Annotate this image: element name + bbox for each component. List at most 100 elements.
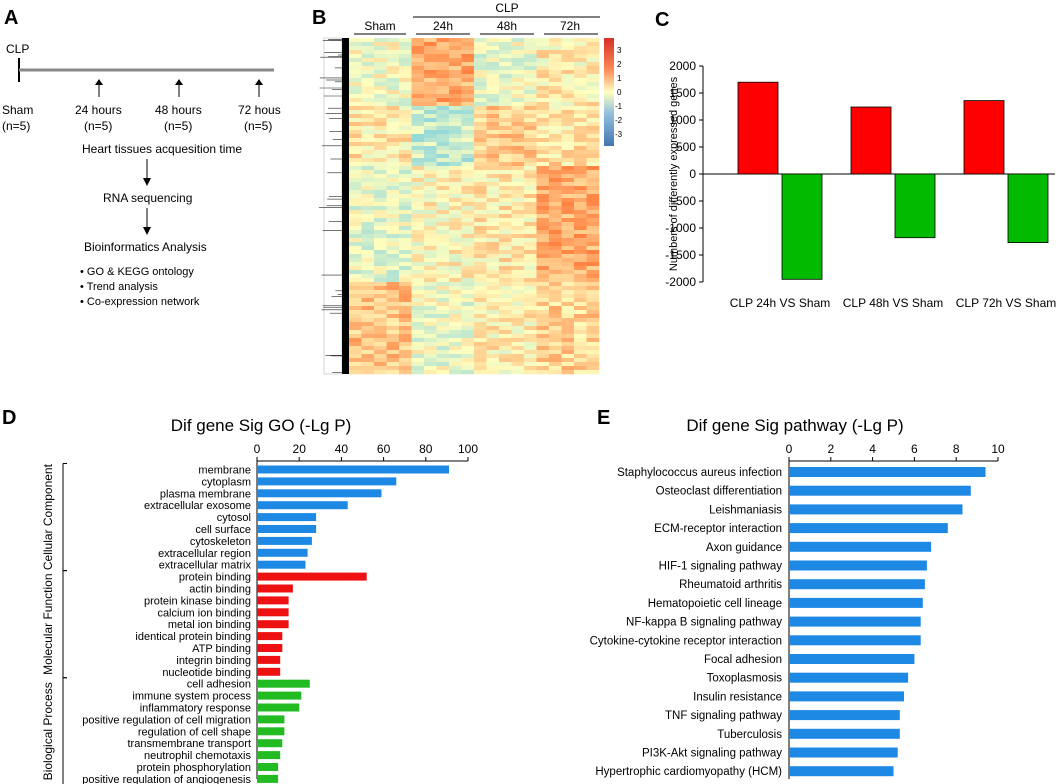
- heatmap-cell: [561, 86, 575, 91]
- heatmap-cell: [424, 266, 437, 271]
- x-tick-label: 0: [254, 442, 261, 456]
- heatmap-cell: [549, 202, 562, 207]
- x-tick-label: 8: [953, 442, 960, 456]
- heatmap-cell: [561, 98, 575, 103]
- heatmap-cell: [524, 254, 537, 259]
- heatmap-cell: [561, 118, 575, 123]
- heatmap-cell: [561, 162, 575, 167]
- heatmap-cell: [574, 334, 587, 339]
- heatmap-cell: [374, 198, 387, 203]
- heatmap-cell: [536, 362, 550, 367]
- heatmap-cell: [374, 230, 387, 235]
- heatmap-cell: [586, 54, 600, 59]
- heatmap-cell: [399, 366, 412, 371]
- heatmap-cell: [511, 290, 525, 295]
- heatmap-cell: [361, 258, 375, 263]
- heatmap-cell: [586, 158, 600, 163]
- heatmap-cell: [474, 94, 487, 99]
- heatmap-cell: [374, 134, 387, 139]
- heatmap-cell: [574, 258, 587, 263]
- heatmap-cell: [386, 174, 400, 179]
- heatmap-cell: [436, 42, 450, 47]
- heatmap-cell: [536, 146, 550, 151]
- heatmap-cell: [411, 82, 425, 87]
- heatmap-cell: [461, 50, 475, 55]
- heatmap-cell: [561, 362, 575, 367]
- heatmap-cell: [399, 142, 412, 147]
- heatmap-cell: [524, 70, 537, 75]
- heatmap-cell: [486, 258, 500, 263]
- heatmap-cell: [549, 166, 562, 171]
- category-label: extracellular region: [158, 548, 251, 560]
- heatmap-cell: [574, 126, 587, 131]
- category-label: immune system process: [132, 691, 251, 703]
- heatmap-cell: [536, 262, 550, 267]
- heatmap-cell: [561, 198, 575, 203]
- heatmap-cell: [586, 138, 600, 143]
- heatmap-cell: [486, 342, 500, 347]
- heatmap-cell: [586, 198, 600, 203]
- heatmap-cell: [586, 274, 600, 279]
- heatmap-cell: [399, 346, 412, 351]
- heatmap-group-label: 72h: [560, 19, 580, 33]
- heatmap-cell: [574, 250, 587, 255]
- heatmap-cell: [549, 226, 562, 231]
- heatmap-cell: [449, 198, 462, 203]
- category-label: Focal adhesion: [704, 654, 782, 666]
- heatmap-cell: [549, 182, 562, 187]
- heatmap-cell: [436, 126, 450, 131]
- heatmap-cell: [411, 270, 425, 275]
- heatmap-cell: [374, 190, 387, 195]
- heatmap-cell: [449, 294, 462, 299]
- heatmap-cell: [574, 62, 587, 67]
- heatmap-cell: [386, 134, 400, 139]
- bar: [257, 548, 308, 557]
- heatmap-cell: [424, 66, 437, 71]
- heatmap-cell: [524, 94, 537, 99]
- heatmap-cell: [474, 158, 487, 163]
- heatmap-cell: [349, 322, 362, 327]
- heatmap-cell: [574, 54, 587, 59]
- heatmap-cell: [374, 50, 387, 55]
- heatmap-cell: [574, 366, 587, 371]
- heatmap-cell: [474, 106, 487, 111]
- category-label: protein binding: [179, 572, 251, 584]
- heatmap-cell: [486, 214, 500, 219]
- heatmap-cell: [549, 222, 562, 227]
- heatmap-cell: [474, 102, 487, 107]
- heatmap-cell: [574, 298, 587, 303]
- heatmap-cell: [374, 218, 387, 223]
- heatmap-cell: [486, 290, 500, 295]
- heatmap-cell: [499, 310, 512, 315]
- heatmap-cell: [474, 282, 487, 287]
- y-tick-label: 0: [689, 167, 696, 181]
- heatmap-cell: [586, 98, 600, 103]
- heatmap-cell: [436, 314, 450, 319]
- heatmap-cell: [536, 342, 550, 347]
- heatmap-cell: [461, 206, 475, 211]
- heatmap-cell: [574, 90, 587, 95]
- heatmap-cell: [486, 274, 500, 279]
- heatmap-cell: [536, 150, 550, 155]
- heatmap-cell: [424, 42, 437, 47]
- heatmap-cell: [436, 146, 450, 151]
- heatmap-cell: [524, 142, 537, 147]
- panel-d-go-chart: Dif gene Sig GO (-Lg P)0 20 40 60 80 100membr…: [41, 416, 478, 784]
- heatmap-cell: [549, 50, 562, 55]
- heatmap-cell: [549, 38, 562, 43]
- heatmap-cell: [349, 194, 362, 199]
- heatmap-cell: [349, 366, 362, 371]
- heatmap-cell: [486, 130, 500, 135]
- heatmap-cell: [549, 294, 562, 299]
- heatmap-cell: [374, 158, 387, 163]
- heatmap-cell: [349, 274, 362, 279]
- heatmap-cell: [536, 38, 550, 43]
- heatmap-cell: [386, 94, 400, 99]
- heatmap-cell: [399, 174, 412, 179]
- heatmap-cell: [374, 162, 387, 167]
- heatmap-cell: [474, 270, 487, 275]
- heatmap-cell: [574, 238, 587, 243]
- heatmap-cell: [499, 302, 512, 307]
- heatmap-cell: [549, 102, 562, 107]
- heatmap-cell: [361, 342, 375, 347]
